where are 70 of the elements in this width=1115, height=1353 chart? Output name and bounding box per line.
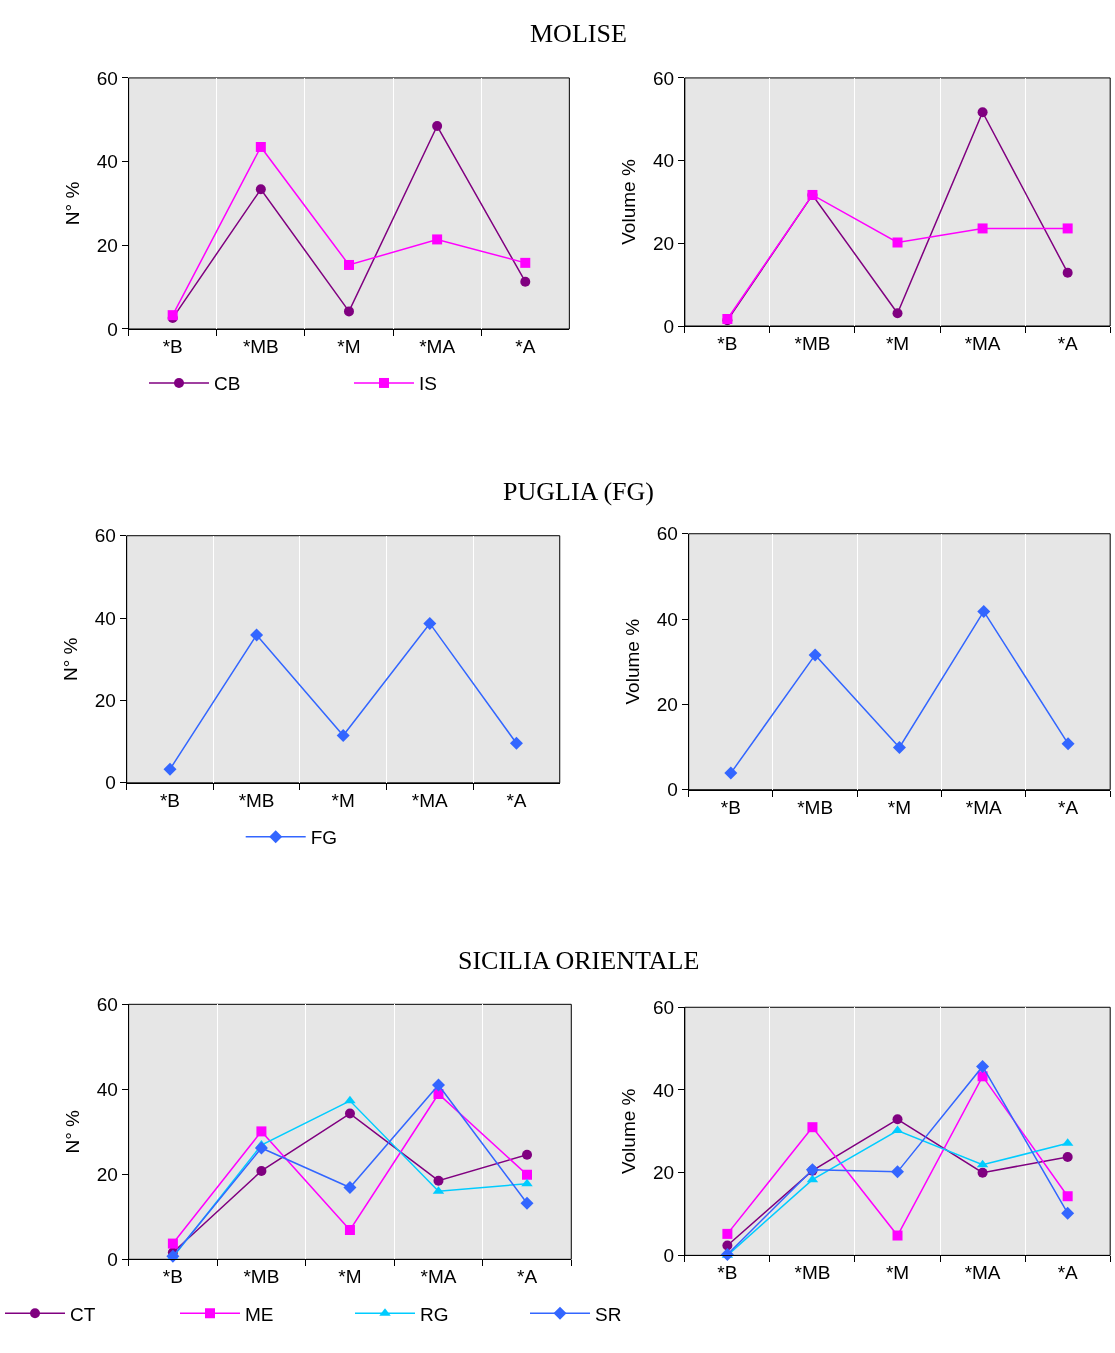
y-axis-title: Volume %: [621, 618, 643, 705]
y-tick-label: 60: [652, 996, 675, 1018]
y-axis-title: Volume %: [617, 159, 639, 245]
x-tick-label: *MA: [420, 1266, 457, 1288]
y-axis-title: N° %: [59, 637, 81, 682]
x-tick-label: *A: [1057, 1262, 1079, 1284]
x-tick-label: *MB: [238, 789, 275, 811]
x-tick-label: *A: [1058, 796, 1079, 818]
x-tick-label: *A: [516, 1266, 538, 1288]
y-tick-label: 0: [667, 779, 678, 801]
y-tick-label: 0: [107, 318, 118, 340]
y-axis-title: N° %: [61, 181, 83, 226]
chart-title: SICILIA ORIENTALE: [458, 946, 700, 975]
y-axis-title: Volume %: [617, 1088, 639, 1175]
legend-label: SR: [595, 1303, 622, 1325]
y-tick-label: 60: [96, 993, 118, 1015]
y-tick-label: 60: [94, 525, 116, 547]
y-tick-label: 20: [652, 232, 675, 254]
x-tick-label: *MA: [411, 789, 449, 811]
legend-label: FG: [310, 827, 338, 849]
x-tick-label: *B: [162, 1266, 183, 1288]
x-tick-label: *MB: [243, 1266, 280, 1288]
x-tick-label: *M: [338, 1266, 362, 1288]
y-tick-label: 60: [652, 67, 675, 89]
x-tick-label: *A: [506, 789, 527, 811]
y-tick-label: 40: [94, 607, 116, 629]
x-tick-label: *MB: [242, 335, 279, 357]
legend-label: IS: [418, 373, 437, 395]
y-tick-label: 60: [656, 523, 678, 545]
y-tick-label: 0: [663, 315, 675, 337]
y-tick-label: 0: [107, 1248, 118, 1270]
chart-title: PUGLIA (FG): [503, 477, 654, 506]
x-tick-label: *MA: [965, 796, 1003, 818]
x-tick-label: *M: [331, 789, 355, 811]
x-tick-label: *A: [515, 335, 536, 357]
y-tick-label: 20: [656, 694, 678, 716]
x-tick-label: *MA: [419, 335, 456, 357]
y-tick-label: 20: [652, 1162, 675, 1184]
y-tick-label: 20: [94, 690, 116, 712]
y-tick-label: 40: [652, 1079, 675, 1101]
x-tick-label: *B: [717, 332, 738, 354]
x-tick-label: *MB: [794, 332, 831, 354]
x-tick-label: *M: [337, 335, 361, 357]
x-tick-label: *A: [1057, 332, 1079, 354]
x-tick-label: *M: [885, 332, 910, 354]
y-tick-label: 0: [105, 772, 116, 794]
y-tick-label: 60: [96, 67, 118, 89]
legend-label: CB: [213, 373, 241, 395]
y-tick-label: 20: [96, 1163, 118, 1185]
y-tick-label: 40: [652, 150, 675, 172]
x-tick-label: *B: [717, 1262, 738, 1284]
x-tick-label: *MA: [964, 1262, 1001, 1284]
legend-label: ME: [245, 1303, 274, 1325]
y-tick-label: 0: [663, 1245, 675, 1267]
x-tick-label: *B: [159, 789, 181, 811]
y-axis-title: N° %: [61, 1109, 83, 1154]
x-tick-label: *M: [887, 796, 912, 818]
chart-title: MOLISE: [530, 19, 627, 48]
legend-label: RG: [420, 1303, 449, 1325]
x-tick-label: *MB: [797, 796, 834, 818]
y-tick-label: 40: [96, 151, 118, 173]
y-tick-label: 20: [96, 234, 118, 256]
x-tick-label: *B: [720, 796, 741, 818]
y-tick-label: 40: [96, 1078, 118, 1100]
x-tick-label: *MA: [964, 332, 1001, 354]
x-tick-label: *M: [885, 1262, 910, 1284]
y-tick-label: 40: [656, 608, 678, 630]
legend-label: CT: [70, 1303, 96, 1325]
x-tick-label: *B: [162, 335, 183, 357]
x-tick-label: *MB: [794, 1262, 831, 1284]
